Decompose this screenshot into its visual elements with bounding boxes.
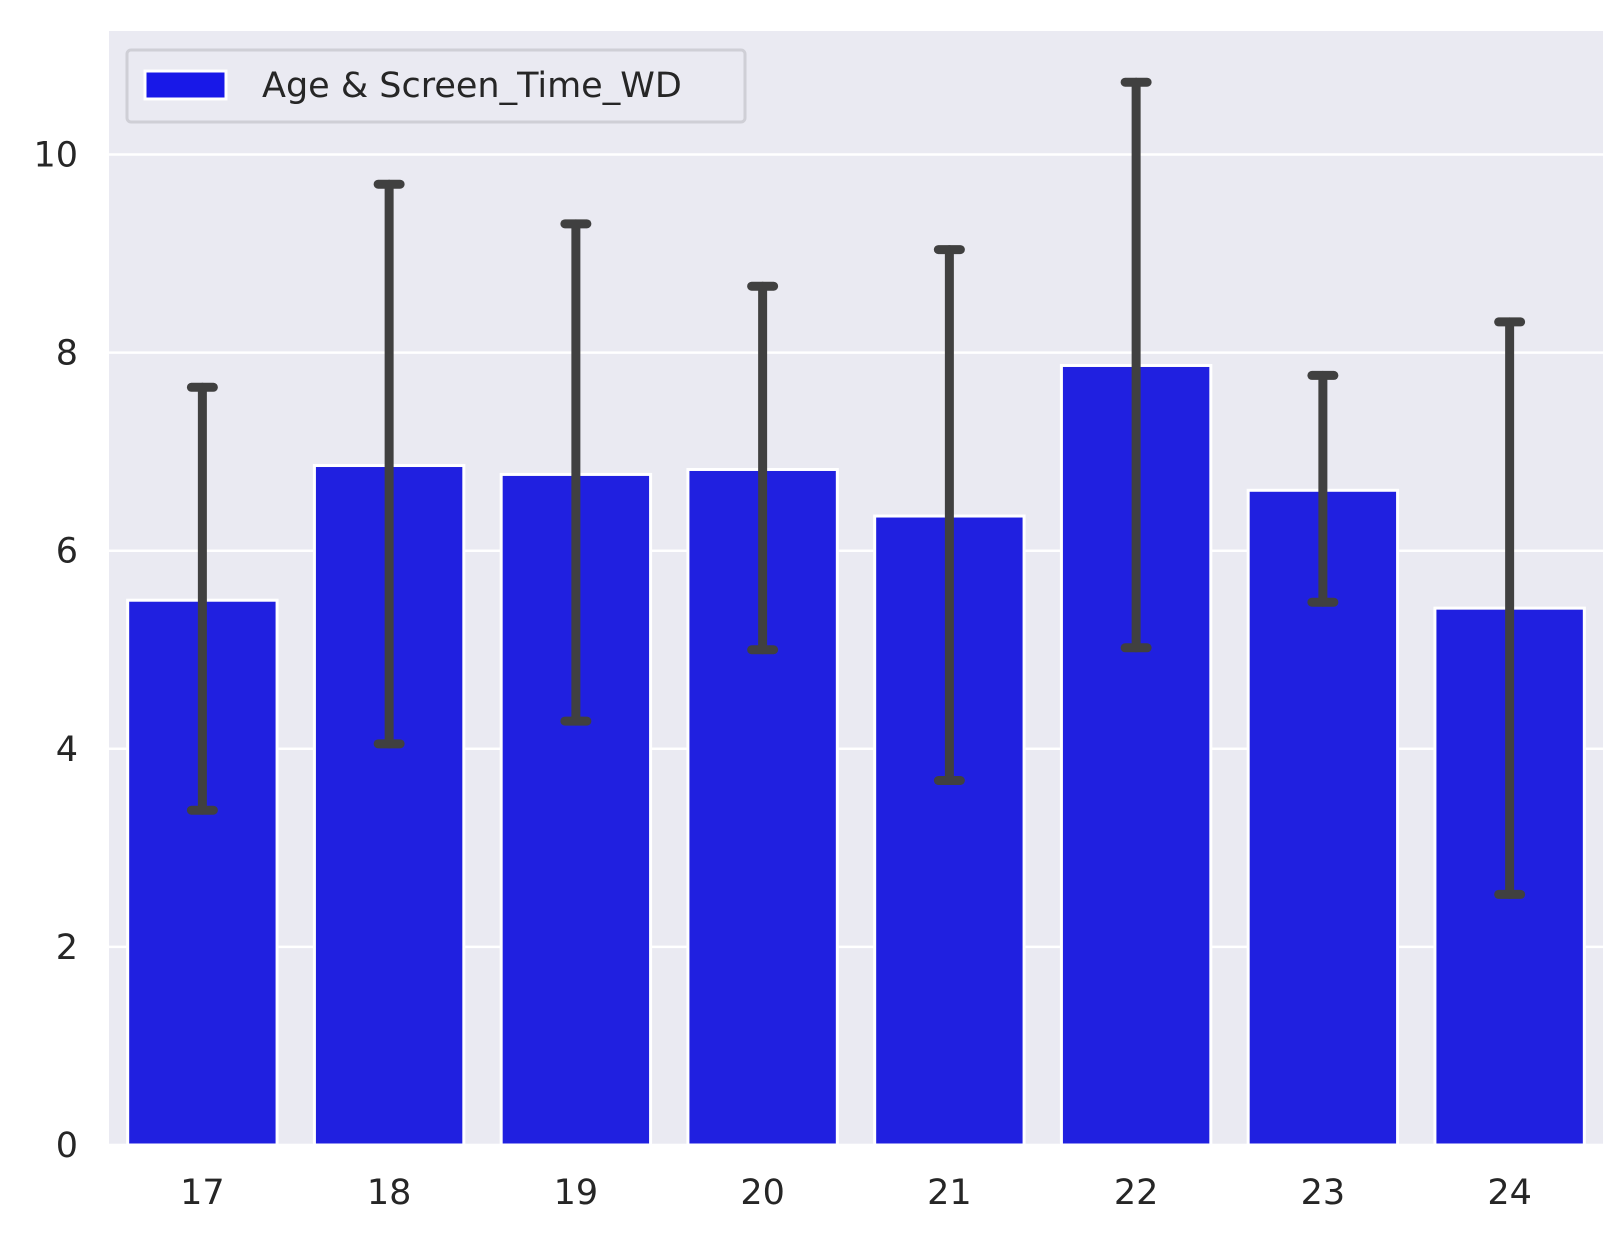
y-tick-label: 2 xyxy=(56,928,78,968)
error-bar-17 xyxy=(186,382,218,815)
x-tick-label: 21 xyxy=(927,1173,972,1213)
x-tick-label: 24 xyxy=(1487,1173,1532,1213)
error-bar-23 xyxy=(1307,370,1339,607)
x-tick-label: 23 xyxy=(1301,1173,1346,1213)
legend: Age & Screen_Time_WD xyxy=(125,48,747,124)
x-tick-label: 20 xyxy=(740,1173,785,1213)
legend-box xyxy=(125,48,747,124)
y-tick-label: 10 xyxy=(33,136,78,176)
y-tick-label: 4 xyxy=(56,730,78,770)
error-bar-21 xyxy=(933,245,965,785)
x-tick-label: 17 xyxy=(180,1173,225,1213)
x-tick-label: 22 xyxy=(1114,1173,1159,1213)
y-tick-label: 8 xyxy=(56,334,78,374)
error-bar-20 xyxy=(747,281,779,655)
legend-swatch xyxy=(143,69,228,101)
x-tick-labels: 17 18 19 20 21 22 23 24 xyxy=(180,1173,1532,1213)
x-tick-label: 19 xyxy=(554,1173,599,1213)
error-bars xyxy=(186,77,1526,899)
error-bar-19 xyxy=(560,219,592,726)
error-bar-22 xyxy=(1120,77,1152,653)
y-tick-label: 0 xyxy=(56,1126,78,1166)
legend-label: Age & Screen_Time_WD xyxy=(262,66,682,106)
y-tick-labels: 0 2 4 6 8 10 xyxy=(33,136,78,1167)
x-tick-label: 18 xyxy=(367,1173,412,1213)
error-bar-24 xyxy=(1494,317,1526,899)
error-bar-18 xyxy=(373,179,405,749)
y-tick-label: 6 xyxy=(56,532,78,572)
